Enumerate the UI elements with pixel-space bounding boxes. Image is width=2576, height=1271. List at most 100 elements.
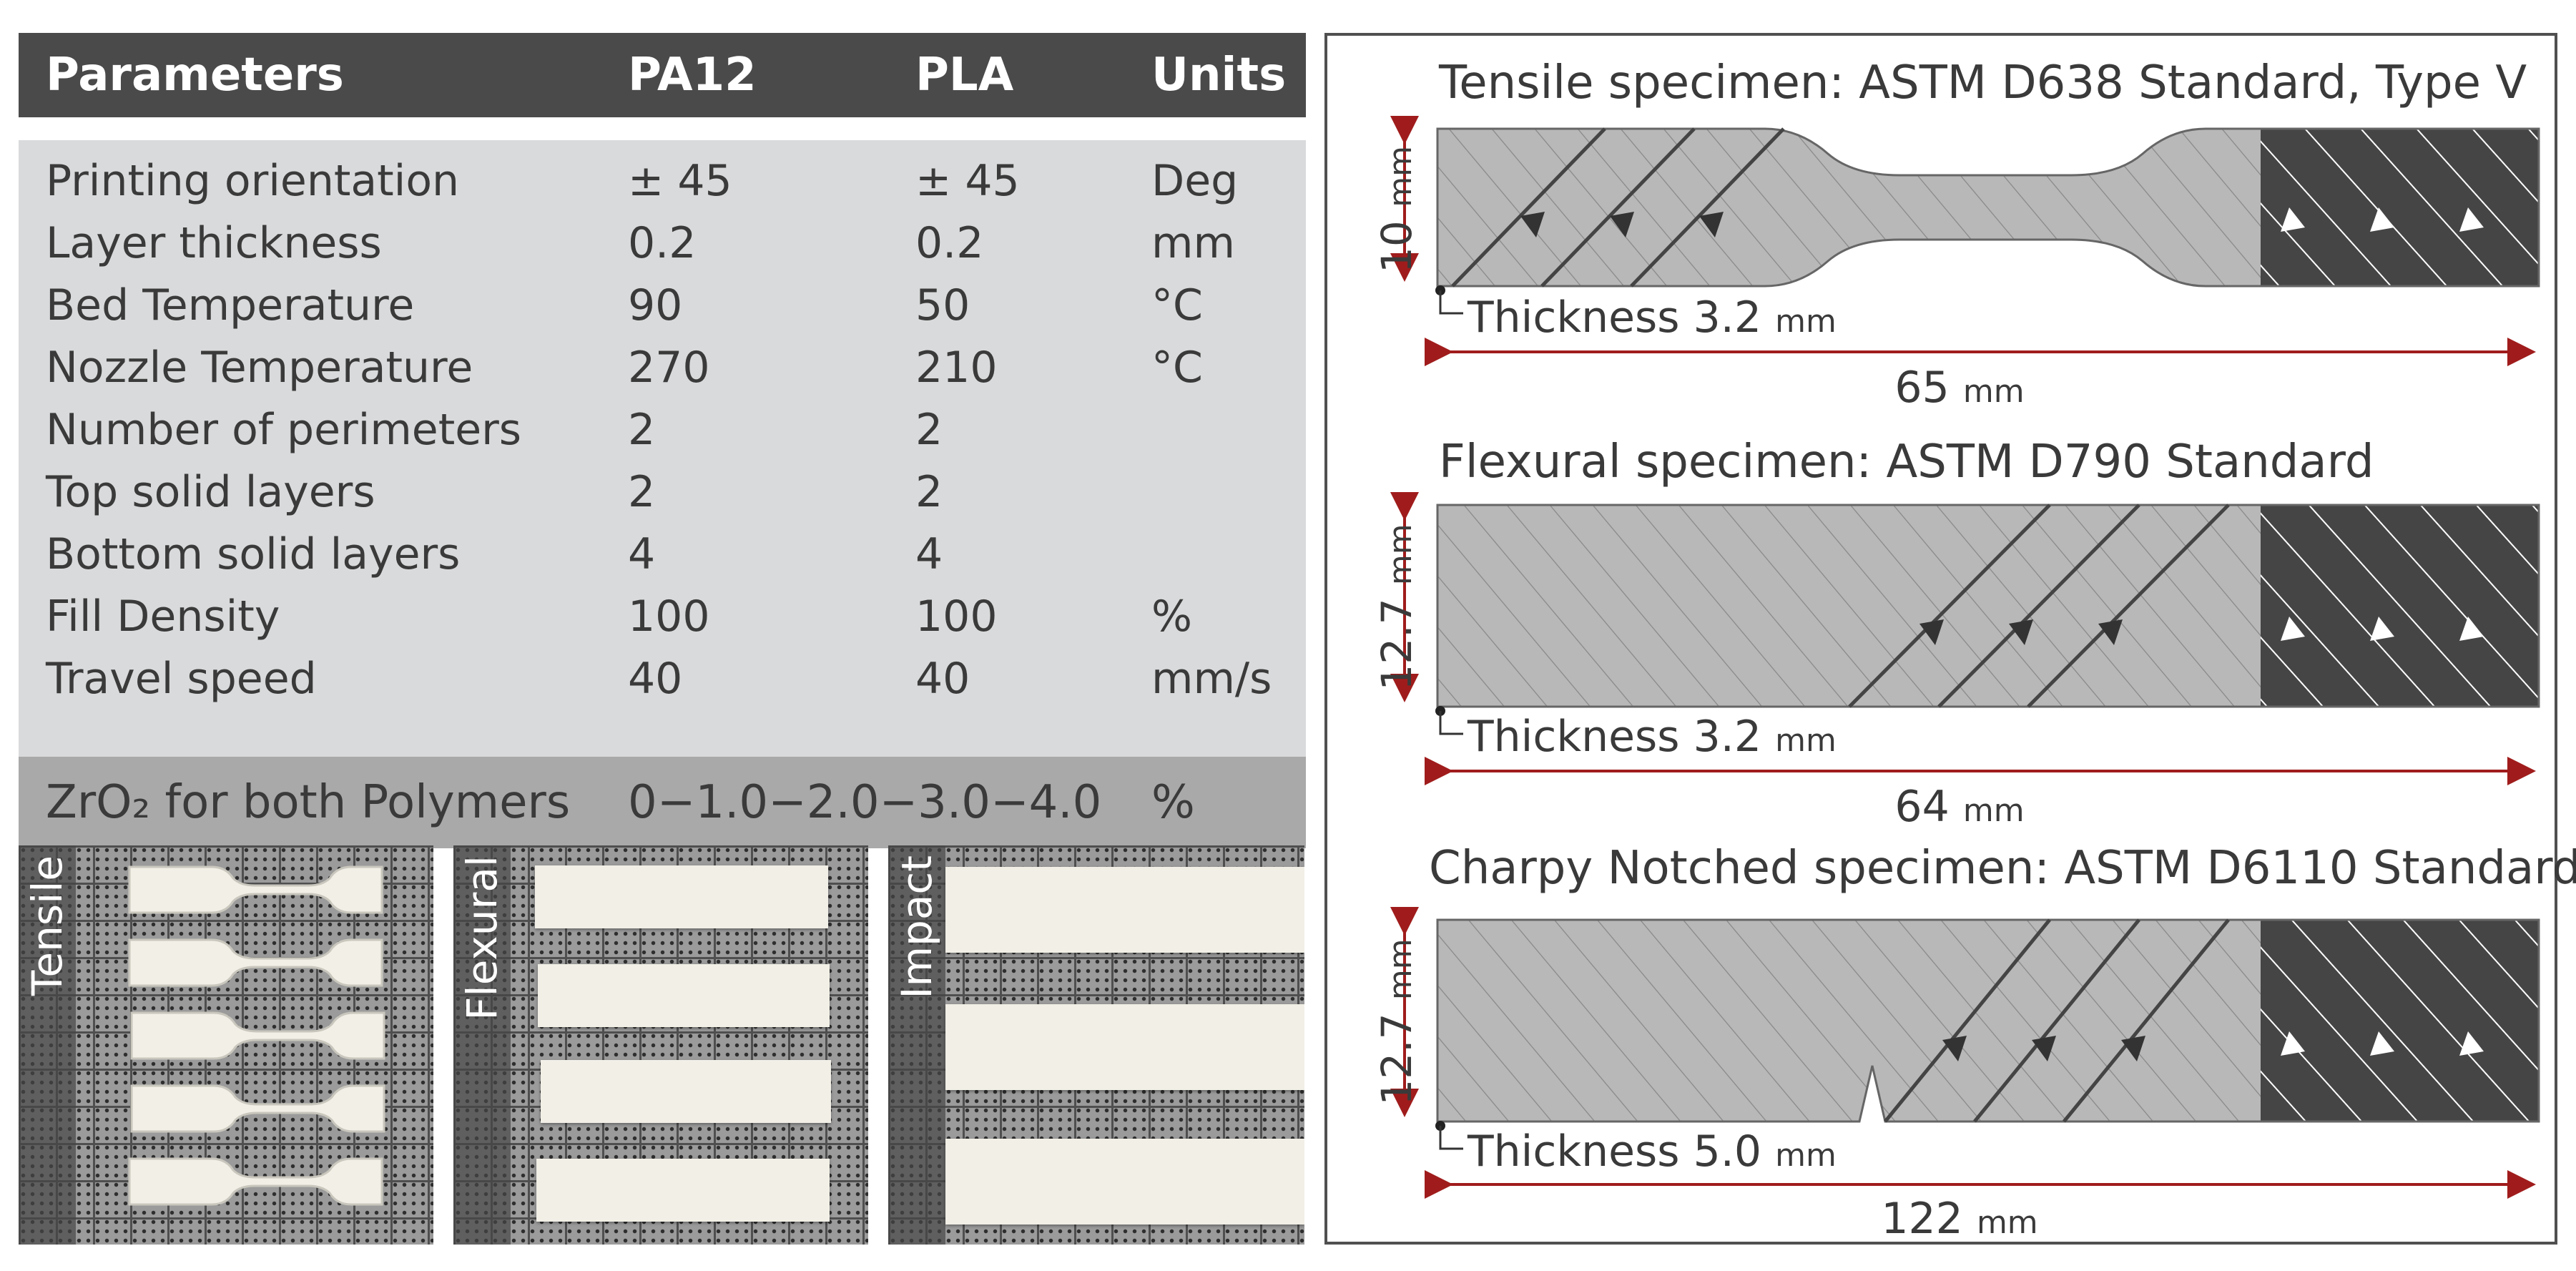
- tensile-title: Tensile specimen: ASTM D638 Standard, Ty…: [1439, 57, 2527, 109]
- row-pla: 4: [915, 529, 943, 579]
- table-row: Top solid layers 2 2: [19, 461, 1306, 523]
- row-unit: %: [1151, 592, 1193, 642]
- table-row: Travel speed 40 40 mm/s: [19, 648, 1306, 710]
- row-param: Bed Temperature: [46, 280, 415, 330]
- path-arrow-icon: [2281, 1031, 2305, 1056]
- flexural-sample: [541, 1060, 831, 1123]
- row-pa12: 2: [628, 467, 656, 517]
- charpy-title: Charpy Notched specimen: ASTM D6110 Stan…: [1429, 842, 2576, 895]
- table-row: Printing orientation ± 45 ± 45 Deg: [19, 150, 1306, 212]
- row-param: Bottom solid layers: [46, 529, 461, 579]
- path-arrow-icon: [1919, 619, 1944, 645]
- row-pla: 100: [915, 592, 998, 642]
- table-footer: ZrO₂ for both Polymers 0−1.0−2.0−3.0−4.0…: [19, 757, 1306, 848]
- path-arrow-icon: [1520, 212, 1545, 237]
- impact-sample: [945, 1139, 1304, 1225]
- row-param: Travel speed: [46, 654, 317, 704]
- table-row: Bottom solid layers 4 4: [19, 524, 1306, 585]
- row-pa12: 2: [628, 405, 656, 455]
- footer-unit: %: [1151, 776, 1195, 829]
- path-arrow-icon: [2370, 1031, 2394, 1056]
- print-parameters-table: Parameters PA12 PLA Units Printing orien…: [19, 33, 1306, 848]
- row-param: Nozzle Temperature: [46, 343, 473, 393]
- table-row: Number of perimeters 2 2: [19, 399, 1306, 461]
- path-arrow-icon: [2459, 1031, 2484, 1056]
- tensile-samples: [128, 865, 385, 1206]
- row-pla: 40: [915, 654, 970, 704]
- path-arrow-icon: [2009, 619, 2033, 645]
- row-unit: °C: [1151, 280, 1203, 330]
- row-param: Layer thickness: [46, 218, 382, 268]
- row-pa12: 40: [628, 654, 683, 704]
- table-row: Layer thickness 0.2 0.2 mm: [19, 212, 1306, 274]
- row-pla: 2: [915, 405, 943, 455]
- impact-sample: [945, 1004, 1304, 1090]
- path-arrow-icon: [2459, 207, 2484, 232]
- tensile-thickness-label: Thickness 3.2 mm: [1468, 293, 1837, 343]
- table-row: Nozzle Temperature 270 210 °C: [19, 337, 1306, 398]
- header-units: Units: [1151, 49, 1287, 102]
- tensile-length-label: 65 mm: [1894, 363, 2025, 413]
- header-pa12: PA12: [628, 49, 757, 102]
- table-row: Bed Temperature 90 50 °C: [19, 275, 1306, 336]
- table-row: Fill Density 100 100 %: [19, 586, 1306, 647]
- header-parameters: Parameters: [46, 49, 344, 102]
- flexural-sample: [538, 964, 830, 1027]
- tensile-width-label: 10 mm: [1372, 146, 1421, 273]
- path-arrow-icon: [2370, 207, 2394, 232]
- path-arrow-icon: [2098, 619, 2123, 645]
- footer-value: 0−1.0−2.0−3.0−4.0: [628, 776, 1102, 829]
- table-body: Printing orientation ± 45 ± 45 Deg Layer…: [19, 140, 1306, 757]
- row-pla: 210: [915, 343, 998, 393]
- row-pa12: 0.2: [628, 218, 697, 268]
- flexural-photo-label: Flexural: [458, 855, 506, 1021]
- row-pa12: 90: [628, 280, 683, 330]
- path-arrow-icon: [1942, 1036, 1967, 1061]
- footer-param: ZrO₂ for both Polymers: [46, 776, 571, 829]
- flexural-length-label: 64 mm: [1894, 782, 2025, 832]
- charpy-specimen-drawing: [1390, 907, 2540, 1199]
- row-pa12: 100: [628, 592, 710, 642]
- row-unit: °C: [1151, 343, 1203, 393]
- table-header: Parameters PA12 PLA Units: [19, 33, 1306, 117]
- row-param: Number of perimeters: [46, 405, 522, 455]
- charpy-hatch: [1437, 920, 2261, 1122]
- tensile-sample: [128, 1157, 383, 1206]
- path-arrow-icon: [1699, 212, 1724, 237]
- row-unit: mm: [1151, 218, 1235, 268]
- flexural-hatch: [1437, 505, 2261, 707]
- row-param: Fill Density: [46, 592, 280, 642]
- row-pla: 50: [915, 280, 970, 330]
- path-arrow-icon: [2032, 1036, 2056, 1061]
- path-arrow-icon: [2121, 1036, 2145, 1061]
- row-pa12: 4: [628, 529, 656, 579]
- flexural-width-label: 12.7 mm: [1372, 524, 1421, 691]
- path-arrow-icon: [1610, 212, 1634, 237]
- flexural-title: Flexural specimen: ASTM D790 Standard: [1439, 436, 2374, 489]
- row-param: Printing orientation: [46, 156, 460, 206]
- flexural-thickness-label: Thickness 3.2 mm: [1468, 712, 1837, 762]
- flexural-specimen-drawing: [1390, 492, 2540, 785]
- impact-sample: [945, 867, 1304, 953]
- flexural-sample: [536, 1159, 830, 1222]
- tensile-sample: [130, 1011, 385, 1060]
- row-unit: mm/s: [1151, 654, 1272, 704]
- flexural-sample: [535, 865, 828, 928]
- charpy-thickness-label: Thickness 5.0 mm: [1468, 1127, 1837, 1177]
- charpy-length-label: 122 mm: [1881, 1194, 2038, 1244]
- row-param: Top solid layers: [46, 467, 375, 517]
- path-arrow-icon: [2281, 207, 2305, 232]
- path-arrow-icon: [2281, 617, 2305, 641]
- specimen-drawings: [1390, 116, 2540, 1199]
- header-pla: PLA: [915, 49, 1014, 102]
- row-pa12: ± 45: [628, 156, 732, 206]
- tensile-sample: [128, 938, 383, 987]
- row-pa12: 270: [628, 343, 710, 393]
- row-pla: ± 45: [915, 156, 1020, 206]
- tensile-sample: [130, 1084, 385, 1133]
- tensile-specimen-drawing: [1390, 116, 2540, 366]
- tensile-photo: Tensile: [19, 845, 433, 1245]
- specimen-diagram-panel: Tensile specimen: ASTM D638 Standard, Ty…: [1324, 33, 2576, 1245]
- row-unit: Deg: [1151, 156, 1239, 206]
- flexural-photo: Flexural: [453, 845, 868, 1245]
